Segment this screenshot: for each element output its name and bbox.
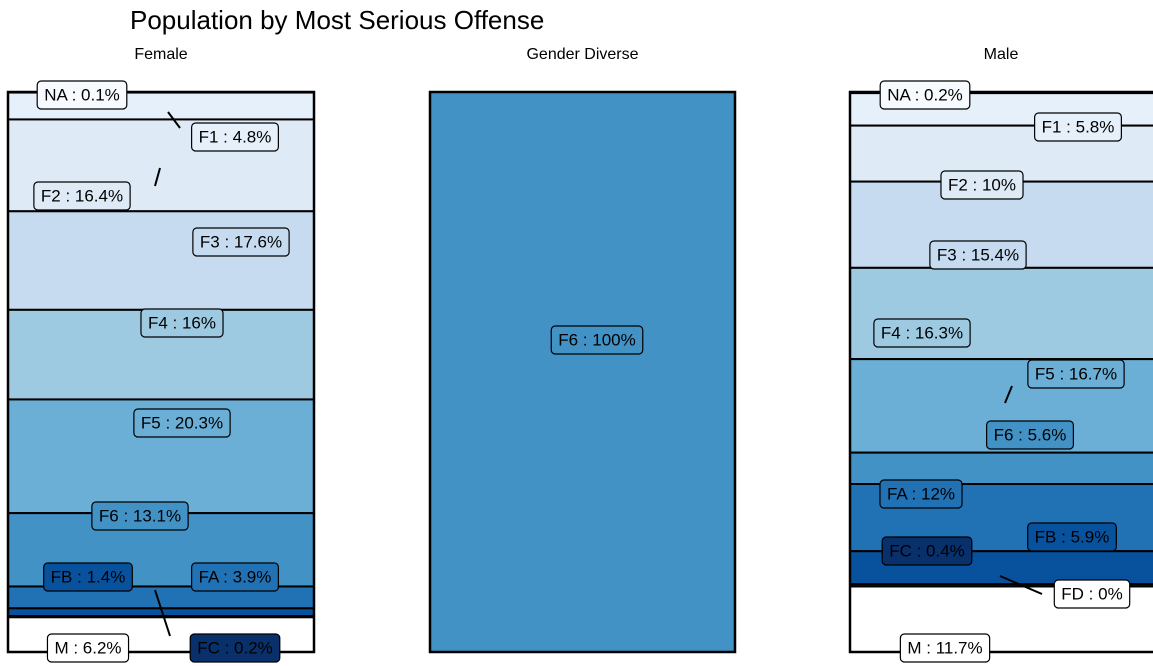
data-label: FC : 0.2% [189,633,281,663]
label-box [881,536,973,566]
data-label: M : 6.2% [46,633,130,663]
label-text: F1 : 5.8% [1042,117,1115,136]
leader-line [154,167,161,187]
label-text: F5 : 16.7% [1035,364,1117,383]
data-label: F1 : 5.8% [1034,112,1122,142]
segment [429,91,736,653]
label-box [191,562,279,592]
segment [7,210,315,311]
label-box [879,80,971,110]
label-text: F3 : 17.6% [200,232,282,251]
chart-title: Population by Most Serious Offense [130,5,544,35]
leader-line [154,589,171,637]
label-text: M : 6.2% [54,638,121,657]
label-text: FA : 12% [887,484,955,503]
label-box [36,80,128,110]
data-label: F2 : 16.4% [33,181,131,211]
label-box [191,122,279,152]
bar-outline [428,90,737,654]
label-box [873,318,971,348]
data-label: F5 : 20.3% [133,408,231,438]
data-label: FC : 0.4% [881,536,973,566]
label-box [899,633,991,663]
label-box [986,420,1074,450]
label-text: M : 11.7% [907,638,982,657]
segment [849,451,1153,486]
data-label: F6 : 13.1% [91,501,189,531]
panel-title: Gender Diverse [526,46,638,63]
data-label: M : 11.7% [899,633,991,663]
data-label: F6 : 5.6% [986,420,1074,450]
data-label: FB : 1.4% [43,562,133,592]
label-text: FB : 1.4% [51,567,126,586]
data-label: F4 : 16% [140,308,224,338]
label-text: F3 : 15.4% [937,245,1019,264]
label-text: F6 : 100% [558,330,636,349]
data-label: NA : 0.2% [879,80,971,110]
data-label: FA : 3.9% [191,562,279,592]
leader-line [167,111,181,129]
label-text: F6 : 5.6% [994,425,1067,444]
label-box [33,181,131,211]
leader-line [1004,385,1013,404]
data-label: F3 : 15.4% [929,240,1027,270]
label-box [192,227,290,257]
label-text: F4 : 16% [148,313,216,332]
label-box [1034,112,1122,142]
data-label: F3 : 17.6% [192,227,290,257]
label-box [1053,579,1131,609]
label-text: F6 : 13.1% [99,506,181,525]
data-label: FB : 5.9% [1027,522,1117,552]
data-label: F1 : 4.8% [191,122,279,152]
data-label: F2 : 10% [940,170,1024,200]
label-box [46,633,130,663]
bar-outline [6,90,316,654]
label-box [189,633,281,663]
label-text: FC : 0.2% [197,638,273,657]
data-label: FD : 0% [1053,579,1131,609]
label-box [550,325,644,355]
data-label: FA : 12% [879,479,963,509]
label-box [43,562,133,592]
label-box [91,501,189,531]
bar-outline [848,90,1153,654]
label-text: F5 : 20.3% [141,413,223,432]
label-box [879,479,963,509]
label-box [133,408,231,438]
label-box [1027,359,1125,389]
label-box [140,308,224,338]
label-text: FB : 5.9% [1035,527,1110,546]
label-box [1027,522,1117,552]
label-text: FD : 0% [1061,584,1122,603]
label-text: F2 : 10% [948,175,1016,194]
label-text: FA : 3.9% [199,567,272,586]
panel-title: Male [984,46,1019,63]
data-label: NA : 0.1% [36,80,128,110]
data-label: F5 : 16.7% [1027,359,1125,389]
label-text: F1 : 4.8% [199,127,272,146]
label-text: NA : 0.1% [44,85,120,104]
label-text: F2 : 16.4% [41,186,123,205]
label-text: F4 : 16.3% [881,323,963,342]
leader-line [999,575,1043,595]
label-box [929,240,1027,270]
panel-title: Female [134,46,187,63]
label-text: NA : 0.2% [887,85,963,104]
label-text: FC : 0.4% [889,541,965,560]
data-label: F4 : 16.3% [873,318,971,348]
data-label: F6 : 100% [550,325,644,355]
label-box [940,170,1024,200]
